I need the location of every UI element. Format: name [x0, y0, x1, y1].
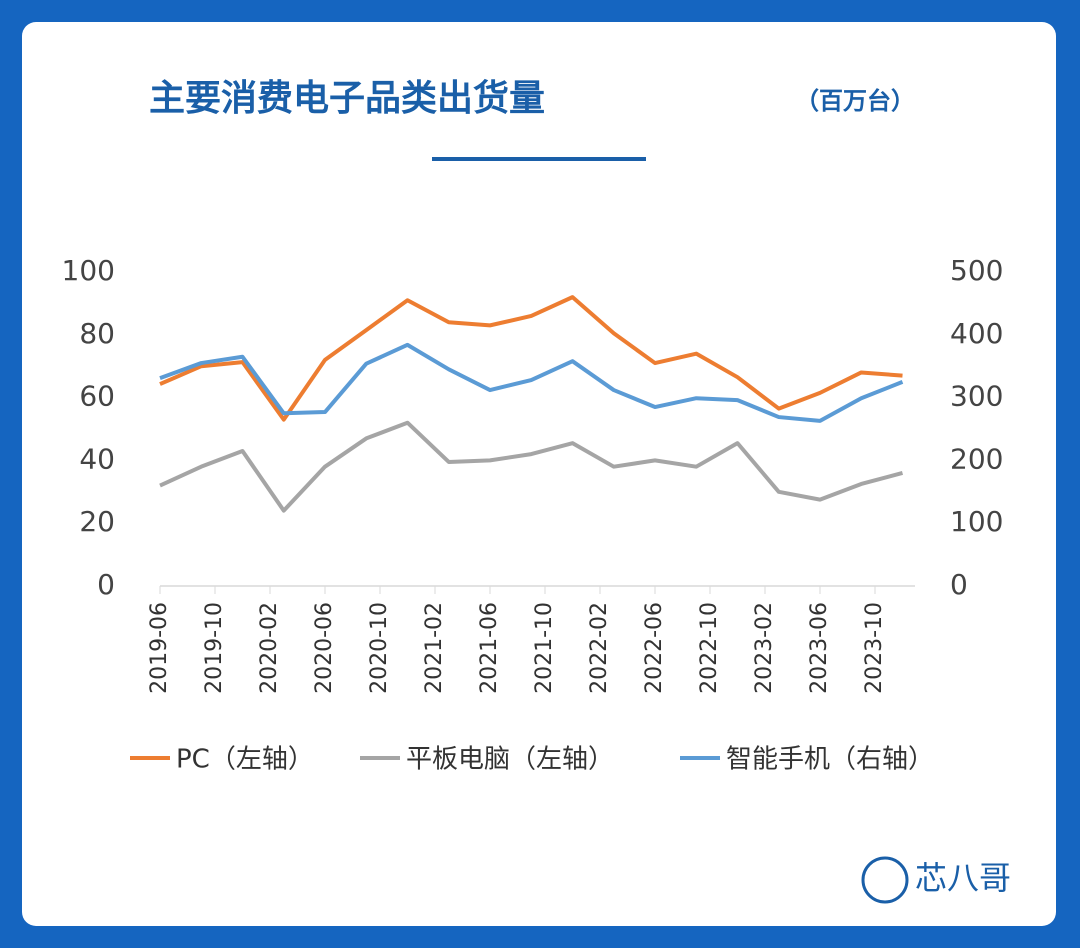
chart-subtitle: （百万台）: [795, 87, 915, 115]
title-rule: [432, 157, 646, 161]
panel: [22, 22, 1056, 926]
y-tick-label: 40: [79, 442, 115, 475]
x-tick-label: 2021-10: [532, 602, 557, 694]
series-line: [159, 295, 903, 422]
logo-icon: [861, 856, 909, 904]
chart-title: 主要消费电子品类出货量: [149, 78, 545, 119]
y-tick-label: 20: [79, 505, 115, 538]
x-tick-label: 2019-10: [202, 602, 227, 694]
y2-tick-label: 200: [950, 442, 1003, 475]
x-tick-label: 2019-06: [147, 602, 172, 694]
y-tick-label: 0: [97, 568, 115, 601]
x-tick-label: 2020-10: [367, 602, 392, 694]
x-tick-label: 2023-10: [862, 602, 887, 694]
x-tick-label: 2020-02: [257, 602, 282, 694]
x-tick-label: 2021-06: [477, 602, 502, 694]
logo: 芯八哥: [915, 859, 1011, 897]
y-tick-label: 80: [79, 317, 115, 350]
series-line: [159, 420, 904, 513]
legend-label: PC（左轴）: [176, 745, 314, 775]
x-tick-label: 2022-06: [642, 602, 667, 694]
x-tick-label: 2021-02: [422, 602, 447, 694]
x-tick-label: 2022-02: [587, 602, 612, 694]
x-tick-label: 2023-06: [807, 602, 832, 694]
legend-label: 智能手机（右轴）: [726, 745, 934, 775]
y2-tick-label: 300: [950, 380, 1003, 413]
y2-tick-label: 500: [950, 254, 1003, 287]
x-tick-label: 2022-10: [697, 602, 722, 694]
x-tick-label: 2023-02: [752, 602, 777, 694]
x-tick-label: 2020-06: [312, 602, 337, 694]
y2-tick-label: 0: [950, 568, 968, 601]
y-tick-label: 100: [62, 254, 115, 287]
y2-tick-label: 100: [950, 505, 1003, 538]
y-tick-label: 60: [79, 380, 115, 413]
series-line: [159, 342, 904, 423]
y2-tick-label: 400: [950, 317, 1003, 350]
legend-label: 平板电脑（左轴）: [406, 745, 614, 775]
